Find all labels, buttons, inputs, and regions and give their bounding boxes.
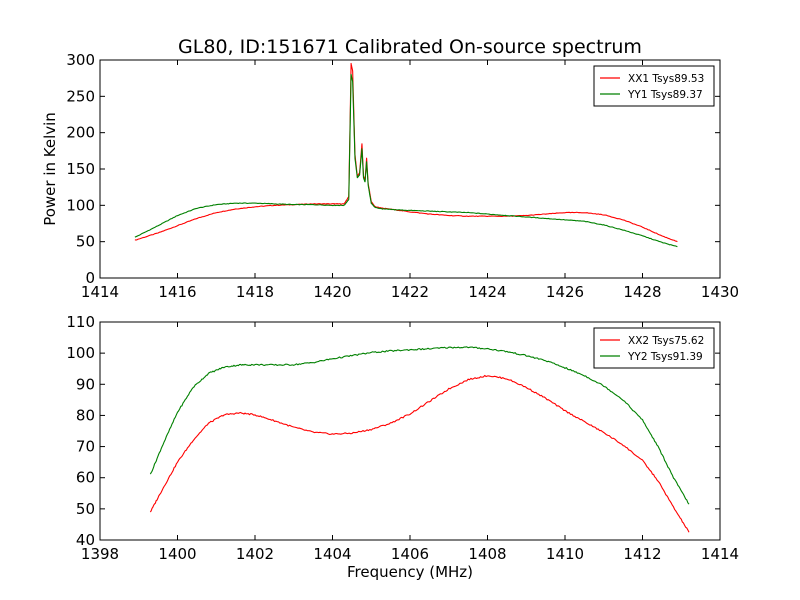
y-tick-label: 50 <box>76 500 95 518</box>
legend-box <box>593 65 715 107</box>
x-tick-label: 1426 <box>546 283 584 301</box>
y-tick-label: 0 <box>85 269 95 287</box>
y-axis-label: Power in Kelvin <box>41 112 59 226</box>
y-tick-label: 40 <box>76 531 95 549</box>
x-tick-label: 1416 <box>158 283 196 301</box>
series-line-xx1 <box>134 62 678 243</box>
x-tick-label: 1410 <box>546 545 584 563</box>
legend-entry: XX2 Tsys75.62 <box>628 335 704 347</box>
series-line-yy2 <box>149 346 690 505</box>
x-tick-label: 1418 <box>236 283 274 301</box>
y-tick-label: 100 <box>66 344 95 362</box>
legend-entry: YY1 Tsys89.37 <box>627 89 703 101</box>
x-tick-label: 1424 <box>468 283 506 301</box>
y-tick-label: 150 <box>66 160 95 178</box>
y-tick-label: 80 <box>76 406 95 424</box>
legend: XX2 Tsys75.62 YY2 Tsys91.39 <box>593 327 715 369</box>
legend-entry: XX1 Tsys89.53 <box>628 73 704 85</box>
x-tick-label: 1422 <box>391 283 429 301</box>
y-tick-label: 60 <box>76 469 95 487</box>
y-tick-label: 50 <box>76 233 95 251</box>
legend: XX1 Tsys89.53 YY1 Tsys89.37 <box>593 65 715 107</box>
x-tick-label: 1414 <box>81 283 119 301</box>
x-tick-label: 1408 <box>468 545 506 563</box>
legend-box <box>593 327 715 369</box>
y-tick-label: 70 <box>76 438 95 456</box>
top-spectrum-panel: 1414 1416 1418 1420 1422 1424 1426 1428 1430 0 50 1… <box>41 51 739 301</box>
x-tick-label: 1430 <box>701 283 739 301</box>
series-line-yy1 <box>134 73 678 248</box>
y-tick-label: 250 <box>66 87 95 105</box>
x-tick-label: 1402 <box>236 545 274 563</box>
chart-title: GL80, ID:151671 Calibrated On-source spe… <box>178 36 642 58</box>
x-tick-label: 1406 <box>391 545 429 563</box>
y-tick-label: 110 <box>66 313 95 331</box>
x-tick-label: 1398 <box>81 545 119 563</box>
x-tick-label: 1428 <box>623 283 661 301</box>
y-tick-label: 300 <box>66 51 95 69</box>
y-tick-label: 200 <box>66 124 95 142</box>
legend-entry: YY2 Tsys91.39 <box>627 351 703 363</box>
x-tick-label: 1400 <box>158 545 196 563</box>
x-tick-label: 1420 <box>313 283 351 301</box>
x-tick-label: 1412 <box>623 545 661 563</box>
y-tick-label: 90 <box>76 375 95 393</box>
series-line-xx2 <box>149 374 690 533</box>
y-tick-label: 100 <box>66 196 95 214</box>
x-axis-label: Frequency (MHz) <box>347 563 473 581</box>
x-tick-label: 1404 <box>313 545 351 563</box>
x-tick-label: 1414 <box>701 545 739 563</box>
bottom-spectrum-panel: 1398 1400 1402 1404 1406 1408 1410 1412 1414 40 50… <box>66 313 739 581</box>
